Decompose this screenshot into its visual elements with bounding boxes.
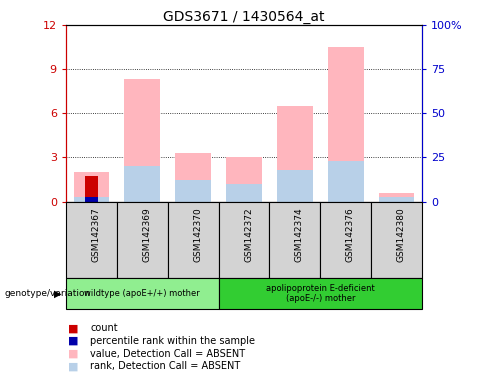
Bar [379,197,414,202]
Bar [226,184,262,202]
Text: ■: ■ [68,323,79,333]
Bar [124,79,160,202]
Bar [226,157,262,202]
Bar [379,193,414,202]
Text: genotype/variation: genotype/variation [5,289,91,298]
Bar [175,180,211,202]
Bar [219,202,269,278]
Text: ■: ■ [68,349,79,359]
Bar [74,172,109,202]
Text: apolipoprotein E-deficient
(apoE-/-) mother: apolipoprotein E-deficient (apoE-/-) mot… [266,284,375,303]
Bar [219,278,422,309]
Text: count: count [90,323,118,333]
Bar [85,176,98,202]
Bar [74,197,109,202]
Text: ■: ■ [68,336,79,346]
Bar [277,170,313,202]
Bar [117,202,168,278]
Text: wildtype (apoE+/+) mother: wildtype (apoE+/+) mother [84,289,200,298]
Bar [168,202,219,278]
Text: GSM142370: GSM142370 [193,208,202,263]
Bar [66,202,117,278]
Text: GSM142367: GSM142367 [91,208,101,263]
Bar [175,153,211,202]
Text: ■: ■ [68,361,79,371]
Text: value, Detection Call = ABSENT: value, Detection Call = ABSENT [90,349,245,359]
Bar [328,47,364,202]
Text: GSM142374: GSM142374 [295,208,304,262]
Bar [328,161,364,202]
Bar [320,202,371,278]
Bar [269,202,320,278]
Bar [277,106,313,202]
Text: GSM142376: GSM142376 [346,208,355,263]
Bar [124,166,160,202]
Bar [66,278,219,309]
Text: GSM142372: GSM142372 [244,208,253,262]
Text: GSM142380: GSM142380 [397,208,406,263]
Bar [85,197,98,202]
Bar [371,202,422,278]
Text: GSM142369: GSM142369 [142,208,151,263]
Text: rank, Detection Call = ABSENT: rank, Detection Call = ABSENT [90,361,241,371]
Text: ▶: ▶ [54,289,61,299]
Text: GDS3671 / 1430564_at: GDS3671 / 1430564_at [163,10,325,23]
Text: percentile rank within the sample: percentile rank within the sample [90,336,255,346]
